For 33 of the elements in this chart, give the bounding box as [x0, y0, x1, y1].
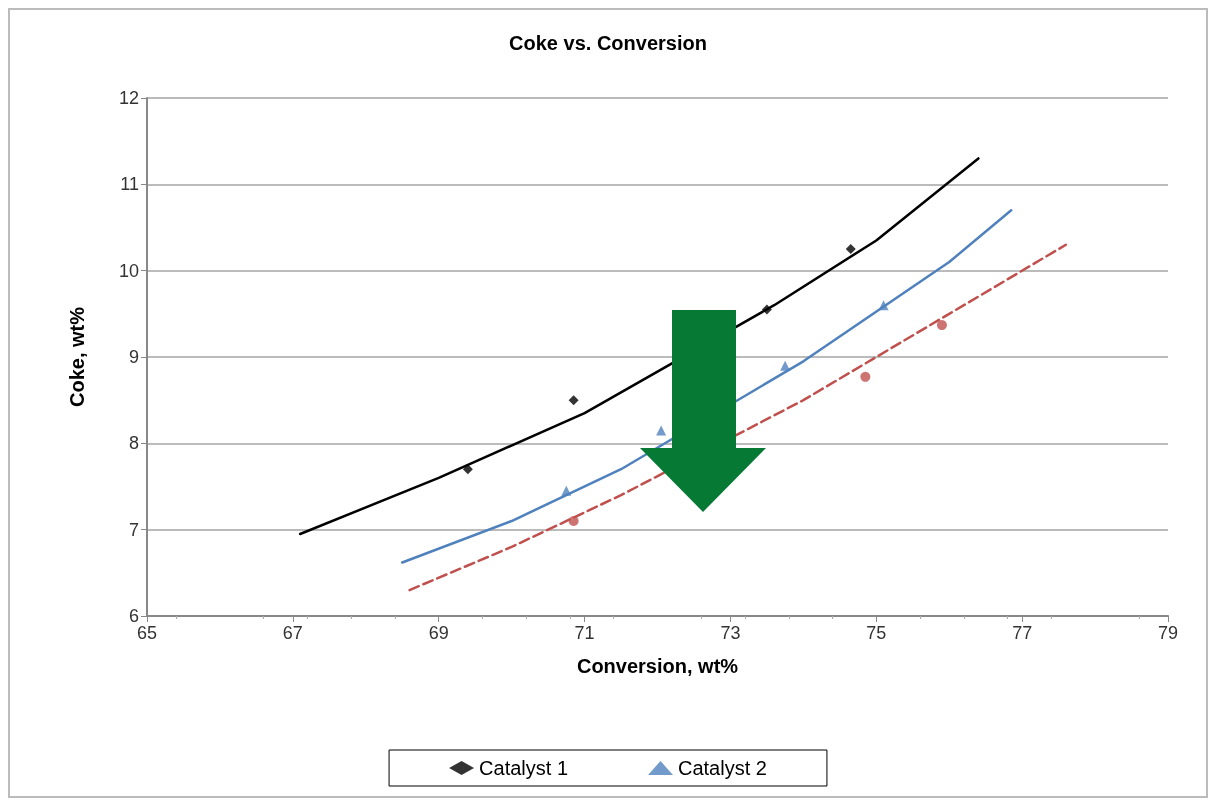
point: [656, 425, 667, 436]
line-series: [408, 243, 1068, 592]
point: [860, 371, 871, 382]
point: [568, 516, 579, 527]
x-tick-label: 67: [282, 623, 303, 643]
point: [462, 464, 473, 475]
point: [568, 395, 579, 406]
chart-title: Coke vs. Conversion: [509, 32, 707, 54]
y-tick-label: 11: [120, 174, 139, 195]
point: [780, 360, 791, 371]
legend-label: Catalyst 2: [678, 757, 767, 779]
legend-label: Catalyst 1: [479, 757, 569, 779]
y-tick-label: 12: [118, 88, 139, 108]
point: [878, 300, 889, 311]
line-series: [298, 157, 980, 536]
x-axis-title: Conversion, wt%: [576, 655, 739, 677]
x-tick-label: 73: [720, 623, 741, 643]
point: [561, 485, 572, 496]
y-tick-label: 6: [128, 606, 139, 626]
y-tick-label: 7: [128, 519, 139, 540]
x-tick-label: 75: [866, 623, 887, 643]
x-tick-label: 77: [1012, 623, 1033, 643]
x-tick-label: 65: [136, 623, 158, 643]
y-tick-label: 8: [128, 433, 139, 454]
point: [936, 320, 947, 331]
x-tick-label: 79: [1157, 623, 1179, 643]
x-tick-label: 71: [574, 623, 595, 643]
y-tick-label: 9: [128, 347, 139, 367]
point: [845, 244, 856, 255]
point: [761, 304, 772, 315]
x-tick-label: 69: [428, 623, 449, 643]
y-axis-title: Coke, wt%: [66, 306, 88, 408]
y-tick-label: 10: [118, 260, 139, 281]
